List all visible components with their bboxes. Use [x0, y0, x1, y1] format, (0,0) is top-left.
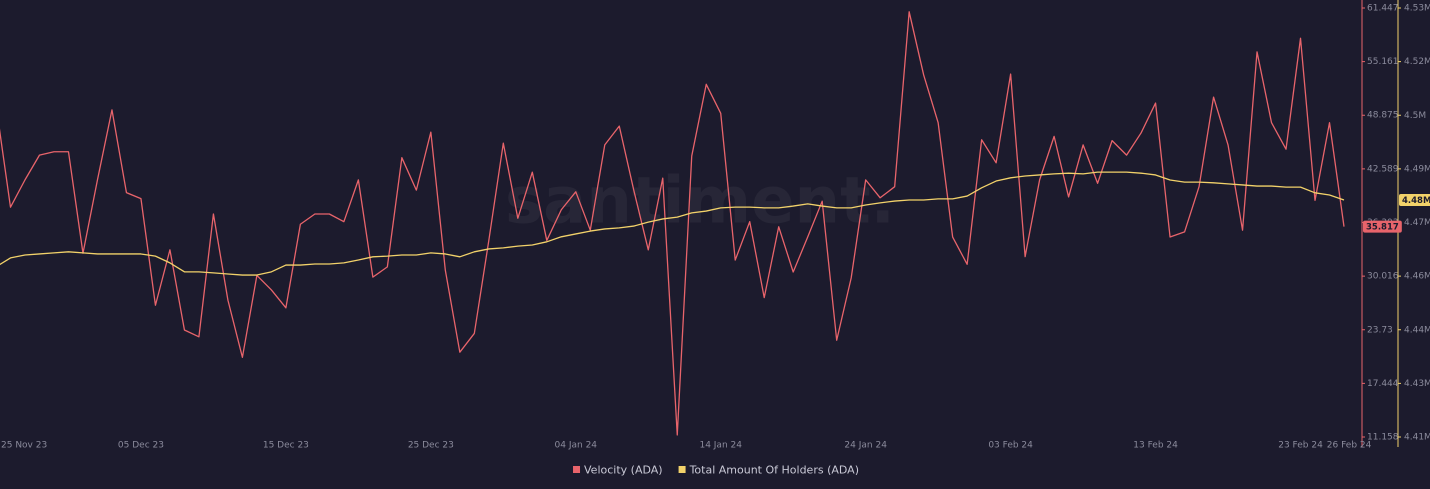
x-tick-label: 03 Feb 24: [988, 441, 1033, 451]
value-badge: [1399, 193, 1430, 206]
x-tick-label: 26 Feb 24: [1327, 441, 1372, 451]
x-tick-label: 14 Jan 24: [699, 441, 742, 451]
y-tick-label: 11.158: [1367, 433, 1399, 443]
y-tick-label: 23.73: [1367, 325, 1393, 335]
series-line: [0, 171, 1345, 276]
x-tick-label: 13 Feb 24: [1133, 441, 1178, 451]
y2-tick-label: 4.46M: [1404, 272, 1430, 282]
x-tick-label: 25 Nov 23: [1, 441, 47, 451]
y-tick-label: 30.016: [1367, 272, 1399, 282]
x-tick-label: 25 Dec 23: [408, 441, 454, 451]
legend-swatch: [573, 466, 581, 473]
x-tick-label: 15 Dec 23: [263, 441, 309, 451]
y2-tick-label: 4.47M: [1404, 218, 1430, 228]
x-tick-label: 05 Dec 23: [118, 441, 164, 451]
y-tick-label: 48.875: [1367, 111, 1399, 121]
value-badge-label: 35.817: [1366, 223, 1399, 233]
y-tick-label: 17.444: [1367, 379, 1399, 389]
y-tick-label: 61.447: [1367, 4, 1399, 14]
y2-tick-label: 4.41M: [1404, 433, 1430, 443]
legend-item[interactable]: Velocity (ADA): [573, 464, 663, 477]
y-tick-label: 42.589: [1367, 164, 1399, 174]
y2-tick-label: 4.49M: [1404, 164, 1430, 174]
x-tick-label: 23 Feb 24: [1278, 441, 1323, 451]
plot-area: [0, 11, 1345, 436]
y2-tick-label: 4.44M: [1404, 325, 1430, 335]
y2-tick-label: 4.53M: [1404, 4, 1430, 14]
y-tick-label: 55.161: [1367, 57, 1399, 67]
legend-label: Total Amount Of Holders (ADA): [689, 464, 859, 477]
legend: Velocity (ADA) Total Amount Of Holders (A…: [573, 464, 859, 477]
legend-item[interactable]: Total Amount Of Holders (ADA): [678, 464, 859, 477]
legend-swatch: [678, 466, 686, 473]
x-tick-label: 24 Jan 24: [844, 441, 887, 451]
legend-label: Velocity (ADA): [584, 464, 663, 477]
value-badge: [1363, 220, 1402, 233]
x-tick-label: 04 Jan 24: [555, 441, 598, 451]
watermark: santiment.: [505, 165, 895, 239]
y2-tick-label: 4.43M: [1404, 379, 1430, 389]
series-line: [0, 11, 1345, 436]
y2-tick-label: 4.5M: [1404, 111, 1426, 121]
value-badge-label: 4.48M: [1402, 196, 1430, 206]
y2-tick-label: 4.52M: [1404, 57, 1430, 67]
